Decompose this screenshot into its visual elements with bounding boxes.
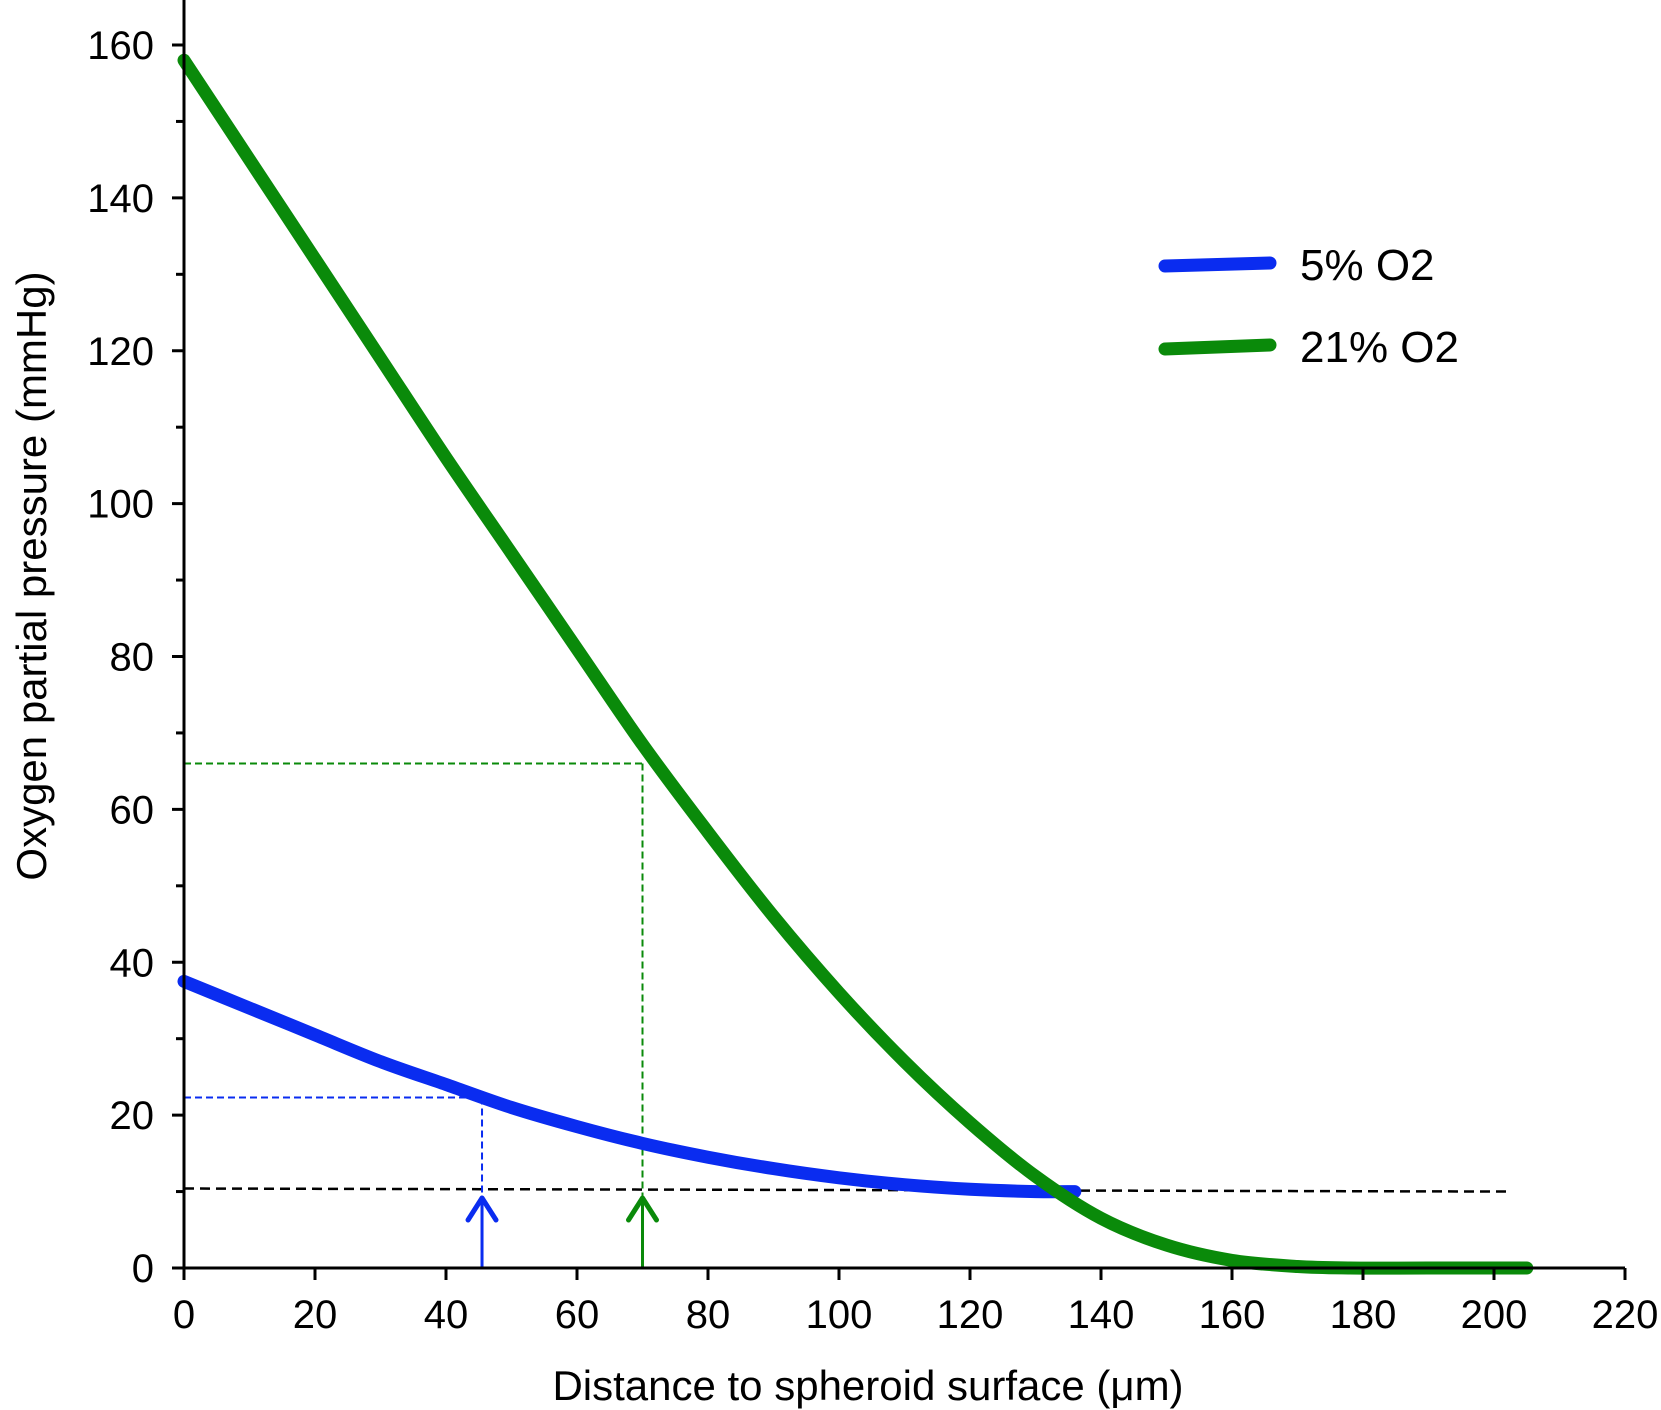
x-tick-label: 20	[293, 1293, 338, 1337]
legend-swatch-5pct	[1158, 256, 1277, 273]
series-line-0	[177, 974, 1082, 1199]
ticks: 0 20 40 60 80 100 120 140 160 180 200 220 0 20 40 60 80 1…	[87, 24, 1658, 1337]
y-tick-label: 100	[87, 483, 154, 527]
legend: 5% O2 21% O2	[1158, 241, 1459, 372]
y-tick-label: 20	[110, 1094, 155, 1138]
y-tick-label: 140	[87, 177, 154, 221]
x-axis-title: Distance to spheroid surface (μm)	[552, 1362, 1183, 1409]
x-tick-label: 40	[424, 1293, 469, 1337]
x-tick-label: 140	[1068, 1293, 1135, 1337]
marker-arrow-0	[465, 1195, 499, 1268]
y-tick-label: 120	[87, 330, 154, 374]
reference-line-horizontal	[183, 1187, 1508, 1193]
y-tick-label: 80	[110, 636, 155, 680]
x-tick-label: 200	[1461, 1293, 1528, 1337]
x-tick-label: 80	[686, 1293, 731, 1337]
y-tick-label: 160	[87, 24, 154, 68]
legend-swatch-21pct	[1158, 338, 1277, 356]
axes	[182, 0, 1625, 1270]
y-tick-label: 40	[110, 941, 155, 985]
x-tick-label: 220	[1592, 1293, 1659, 1337]
y-tick-label: 60	[110, 788, 155, 832]
y-tick-label: 0	[132, 1247, 154, 1291]
x-tick-label: 120	[937, 1293, 1004, 1337]
x-tick-label: 60	[555, 1293, 600, 1337]
x-tick-label: 100	[806, 1293, 873, 1337]
x-tick-label: 160	[1199, 1293, 1266, 1337]
x-tick-label: 180	[1330, 1293, 1397, 1337]
series-lines	[177, 53, 1534, 1275]
series-line-1	[177, 53, 1534, 1275]
legend-label-5pct: 5% O2	[1300, 241, 1435, 290]
arrows	[465, 1195, 659, 1268]
marker-arrow-1	[626, 1195, 659, 1268]
x-tick-label: 0	[173, 1293, 195, 1337]
legend-label-21pct: 21% O2	[1300, 323, 1459, 372]
y-axis-title: Oxygen partial pressure (mmHg)	[8, 271, 55, 880]
reference-lines	[183, 762, 1508, 1268]
